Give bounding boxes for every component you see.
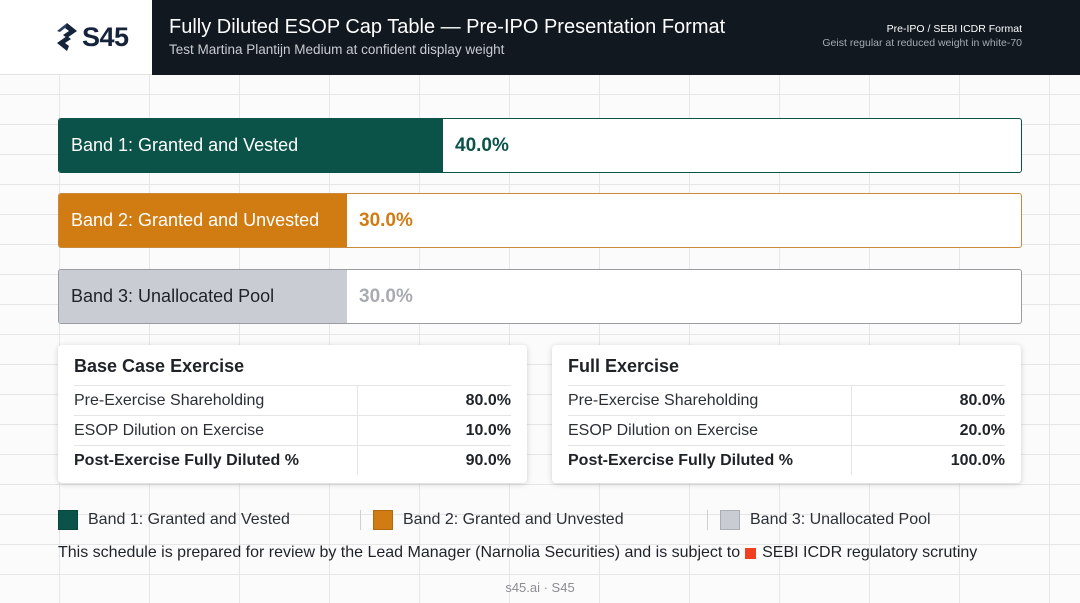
full-exercise-card: Full Exercise Pre-Exercise Shareholding … bbox=[552, 345, 1021, 483]
row-label: ESOP Dilution on Exercise bbox=[74, 416, 358, 445]
format-tag-note: Geist regular at reduced weight in white… bbox=[822, 37, 1022, 49]
disclaimer-note: This schedule is prepared for review by … bbox=[58, 544, 977, 562]
row-value: 80.0% bbox=[465, 391, 511, 409]
row-label: Post-Exercise Fully Diluted % bbox=[74, 446, 358, 475]
header: S45 Fully Diluted ESOP Cap Table — Pre-I… bbox=[0, 0, 1080, 75]
table-row: Pre-Exercise Shareholding 80.0% bbox=[568, 385, 1005, 415]
row-label: Pre-Exercise Shareholding bbox=[74, 386, 358, 415]
table-row: ESOP Dilution on Exercise 10.0% bbox=[74, 415, 511, 445]
logo-text: S45 bbox=[82, 21, 129, 52]
band-fill-2: Band 2: Granted and Unvested bbox=[59, 194, 347, 247]
band-fill-1: Band 1: Granted and Vested bbox=[59, 119, 443, 172]
legend-item: Band 3: Unallocated Pool bbox=[720, 510, 931, 530]
table-row: Post-Exercise Fully Diluted % 100.0% bbox=[568, 445, 1005, 475]
card-title: Full Exercise bbox=[568, 356, 680, 376]
legend-label: Band 3: Unallocated Pool bbox=[750, 511, 931, 528]
band-label-3: Band 3: Unallocated Pool bbox=[71, 286, 275, 306]
band-value-1: 40.0% bbox=[455, 134, 509, 156]
legend-label: Band 1: Granted and Vested bbox=[88, 511, 290, 528]
legend-item: Band 1: Granted and Vested bbox=[58, 510, 348, 530]
note-text: This schedule is prepared for review by … bbox=[58, 544, 741, 561]
band-label-2: Band 2: Granted and Unvested bbox=[71, 210, 320, 230]
band-value-3: 30.0% bbox=[359, 285, 413, 307]
table-row: Post-Exercise Fully Diluted % 90.0% bbox=[74, 445, 511, 475]
logo-mark-icon bbox=[57, 23, 77, 51]
title-bar: Fully Diluted ESOP Cap Table — Pre-IPO P… bbox=[152, 0, 1080, 75]
table-row: Pre-Exercise Shareholding 80.0% bbox=[74, 385, 511, 415]
row-label: ESOP Dilution on Exercise bbox=[568, 416, 852, 445]
band-bar-2: Band 2: Granted and Unvested 30.0% bbox=[58, 193, 1022, 248]
base-case-card: Base Case Exercise Pre-Exercise Sharehol… bbox=[58, 345, 527, 483]
row-value: 90.0% bbox=[465, 451, 511, 469]
band-bar-3: Band 3: Unallocated Pool 30.0% bbox=[58, 269, 1022, 324]
legend-divider bbox=[707, 510, 708, 530]
row-label: Pre-Exercise Shareholding bbox=[568, 386, 852, 415]
alert-square-icon bbox=[745, 547, 757, 559]
band-value-2: 30.0% bbox=[359, 209, 413, 231]
legend-divider bbox=[360, 510, 361, 530]
band-fill-3: Band 3: Unallocated Pool bbox=[59, 270, 347, 323]
logo: S45 bbox=[0, 0, 152, 75]
band-bar-1: Band 1: Granted and Vested 40.0% bbox=[58, 118, 1022, 173]
band-label-1: Band 1: Granted and Vested bbox=[71, 135, 299, 155]
card-title: Base Case Exercise bbox=[74, 356, 245, 376]
legend-item: Band 2: Granted and Unvested bbox=[373, 510, 695, 530]
legend-swatch bbox=[58, 510, 78, 530]
row-value: 100.0% bbox=[950, 451, 1005, 469]
row-label: Post-Exercise Fully Diluted % bbox=[568, 446, 852, 475]
legend-swatch bbox=[373, 510, 393, 530]
format-tag: Pre-IPO / SEBI ICDR Format bbox=[886, 23, 1022, 35]
row-value: 10.0% bbox=[465, 421, 511, 439]
row-value: 20.0% bbox=[959, 421, 1005, 439]
page-subtitle: Test Martina Plantijn Medium at confiden… bbox=[169, 42, 505, 57]
legend-label: Band 2: Granted and Unvested bbox=[403, 511, 624, 528]
legend: Band 1: Granted and Vested Band 2: Grant… bbox=[58, 509, 1022, 531]
row-value: 80.0% bbox=[959, 391, 1005, 409]
note-text-end: SEBI ICDR regulatory scrutiny bbox=[762, 544, 978, 561]
legend-swatch bbox=[720, 510, 740, 530]
table-row: ESOP Dilution on Exercise 20.0% bbox=[568, 415, 1005, 445]
footer: s45.ai · S45 bbox=[505, 580, 575, 595]
page-title: Fully Diluted ESOP Cap Table — Pre-IPO P… bbox=[169, 16, 726, 38]
